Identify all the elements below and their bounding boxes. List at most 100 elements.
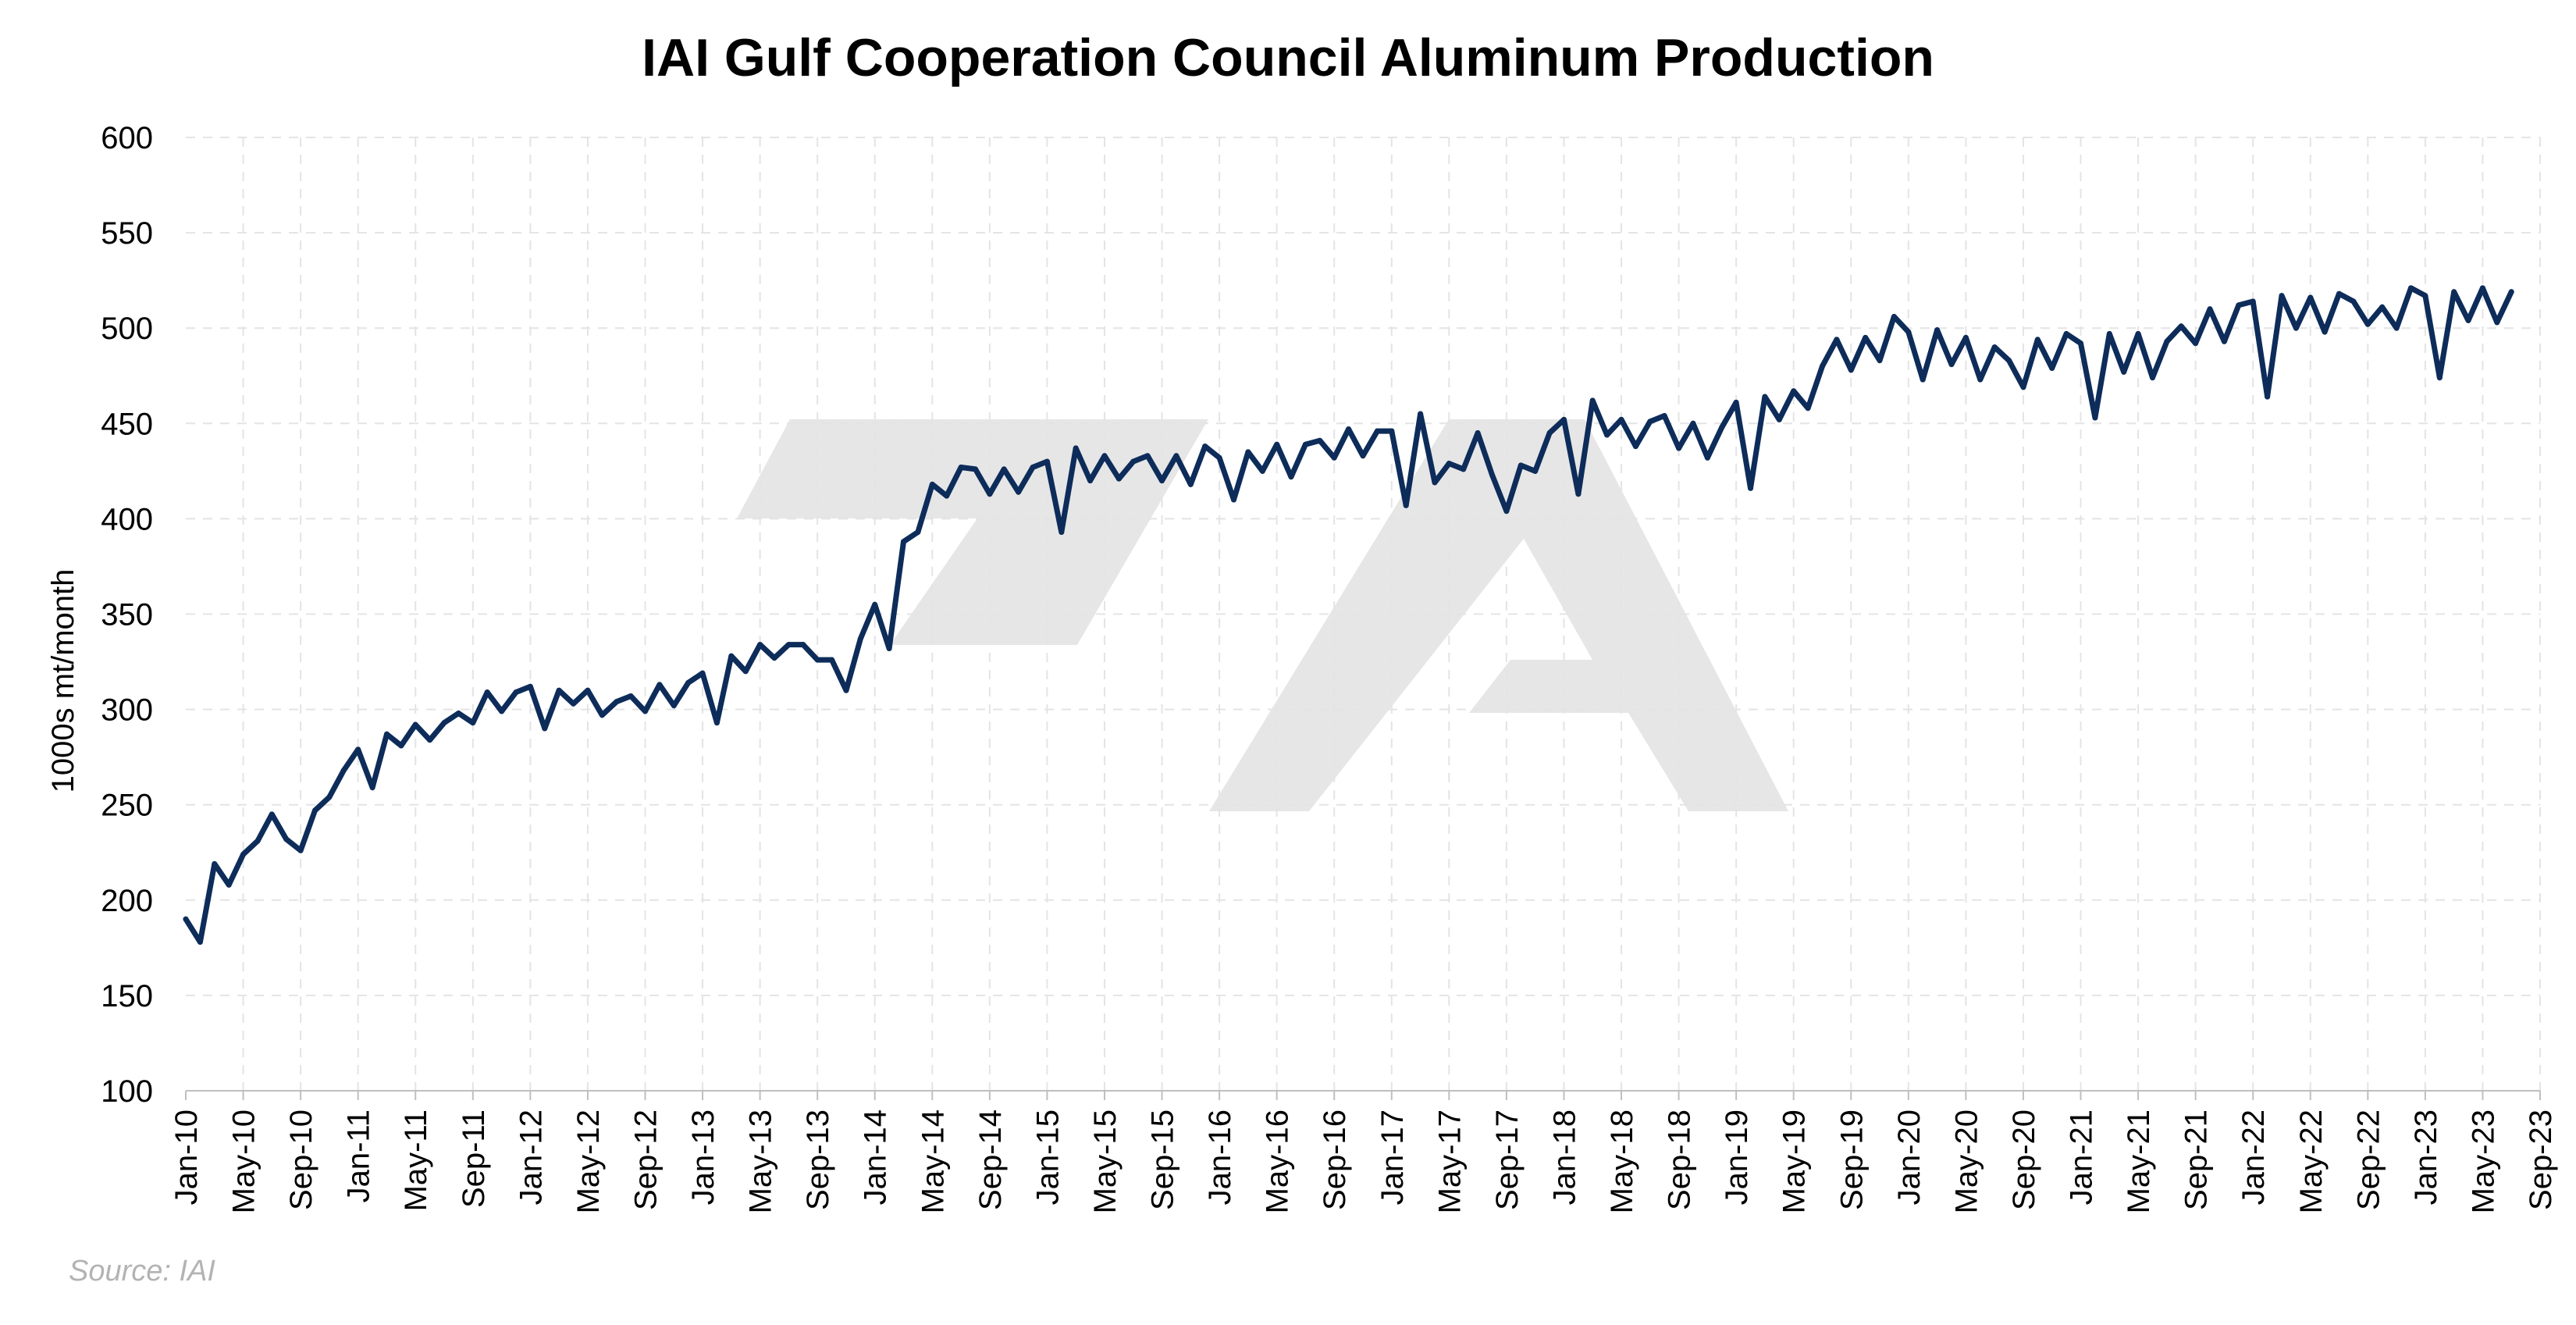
x-tick-label: Jan-13 [686,1110,720,1205]
x-tick-label: Sep-17 [1490,1110,1525,1210]
data-point [340,768,347,774]
data-point [2236,302,2242,308]
data-point [2451,289,2457,295]
x-tick-label: Sep-14 [973,1110,1008,1210]
data-point [1001,466,1007,472]
y-tick-label: 500 [101,312,153,346]
data-point [1202,443,1208,450]
x-tick-label: Sep-18 [1663,1110,1697,1210]
data-point [1317,437,1323,443]
x-tick-label: May-15 [1088,1110,1123,1213]
data-point [685,679,692,686]
data-point [2350,298,2357,305]
data-point [1962,334,1969,340]
data-point [973,466,978,472]
x-tick-label: Jan-10 [169,1110,204,1205]
data-point [197,939,203,945]
data-point [1331,454,1337,461]
data-point [1877,358,1883,364]
data-point [2020,384,2026,390]
data-point [1920,376,1926,383]
x-tick-label: May-20 [1949,1110,1984,1213]
data-point [2063,331,2069,337]
data-point [915,529,921,535]
data-point [2293,325,2299,331]
axis-layer [185,1090,2541,1100]
y-tick-labels: 100 150 200 250 300 350 400 450 500 550 600 [101,121,153,1109]
data-point [240,851,247,857]
data-point [1101,453,1108,459]
data-point [1991,344,1998,351]
data-point [1115,476,1122,482]
data-point [1575,491,1582,497]
data-point [785,642,792,648]
x-tick-label: Sep-16 [1318,1110,1352,1210]
data-point [1346,426,1352,433]
x-tick-label: Sep-15 [1146,1110,1180,1210]
data-point [800,642,806,648]
data-point [2422,293,2428,299]
data-point [1604,432,1610,438]
x-tick-label: May-18 [1605,1110,1639,1213]
y-tick-label: 200 [101,884,153,918]
x-tick-label: May-14 [916,1110,950,1213]
data-point [398,743,404,749]
data-point [1834,337,1840,343]
data-point [212,860,218,867]
data-point [513,689,519,696]
data-point [283,836,290,842]
data-point [1948,362,1955,368]
x-tick-label: Sep-12 [628,1110,663,1210]
data-point [1719,424,1725,430]
data-point [1259,468,1265,474]
data-point [1087,478,1094,484]
data-point [542,725,548,732]
x-tick-label: May-12 [571,1110,606,1213]
data-point [556,687,562,693]
data-point [1173,453,1179,459]
data-point [585,687,591,693]
data-point [2436,375,2443,381]
data-point [1073,445,1079,451]
data-point [757,642,763,648]
data-point [857,636,863,642]
data-point [312,807,318,814]
x-tick-label: May-11 [399,1110,433,1211]
data-point [2250,298,2256,305]
data-point [2408,285,2414,291]
x-tick-label: Jan-23 [2409,1110,2443,1205]
x-tick-labels: Jan-10 May-10 Sep-10 Jan-11 May-11 Sep-11 Jan-… [169,1110,2558,1213]
data-point [1274,441,1280,447]
data-point [2364,321,2371,327]
x-tick-label: Sep-21 [2179,1110,2214,1210]
y-tick-label: 300 [101,693,153,728]
data-point [2508,289,2514,295]
data-point [929,481,935,487]
x-tick-label: Jan-15 [1030,1110,1065,1205]
x-tick-label: Jan-20 [1892,1110,1927,1205]
data-point [901,539,906,545]
data-point [1432,479,1438,486]
data-point [2178,323,2184,329]
data-point [2479,285,2485,291]
data-point [2193,340,2199,347]
y-tick-label: 450 [101,407,153,441]
x-tick-label: May-17 [1432,1110,1467,1213]
data-point [1863,334,1869,340]
data-point [1762,394,1768,400]
x-tick-label: Jan-14 [859,1110,893,1205]
data-point [499,708,505,714]
data-point [958,465,964,470]
data-point [771,655,777,661]
data-point [1231,497,1236,503]
data-point [269,811,275,817]
data-point [2034,337,2041,343]
y-tick-label: 150 [101,979,153,1013]
data-point [1489,472,1495,478]
data-point [1934,327,1941,333]
data-point [843,687,849,693]
data-point [1446,461,1452,467]
data-point [2092,415,2098,421]
data-point [1848,367,1854,373]
